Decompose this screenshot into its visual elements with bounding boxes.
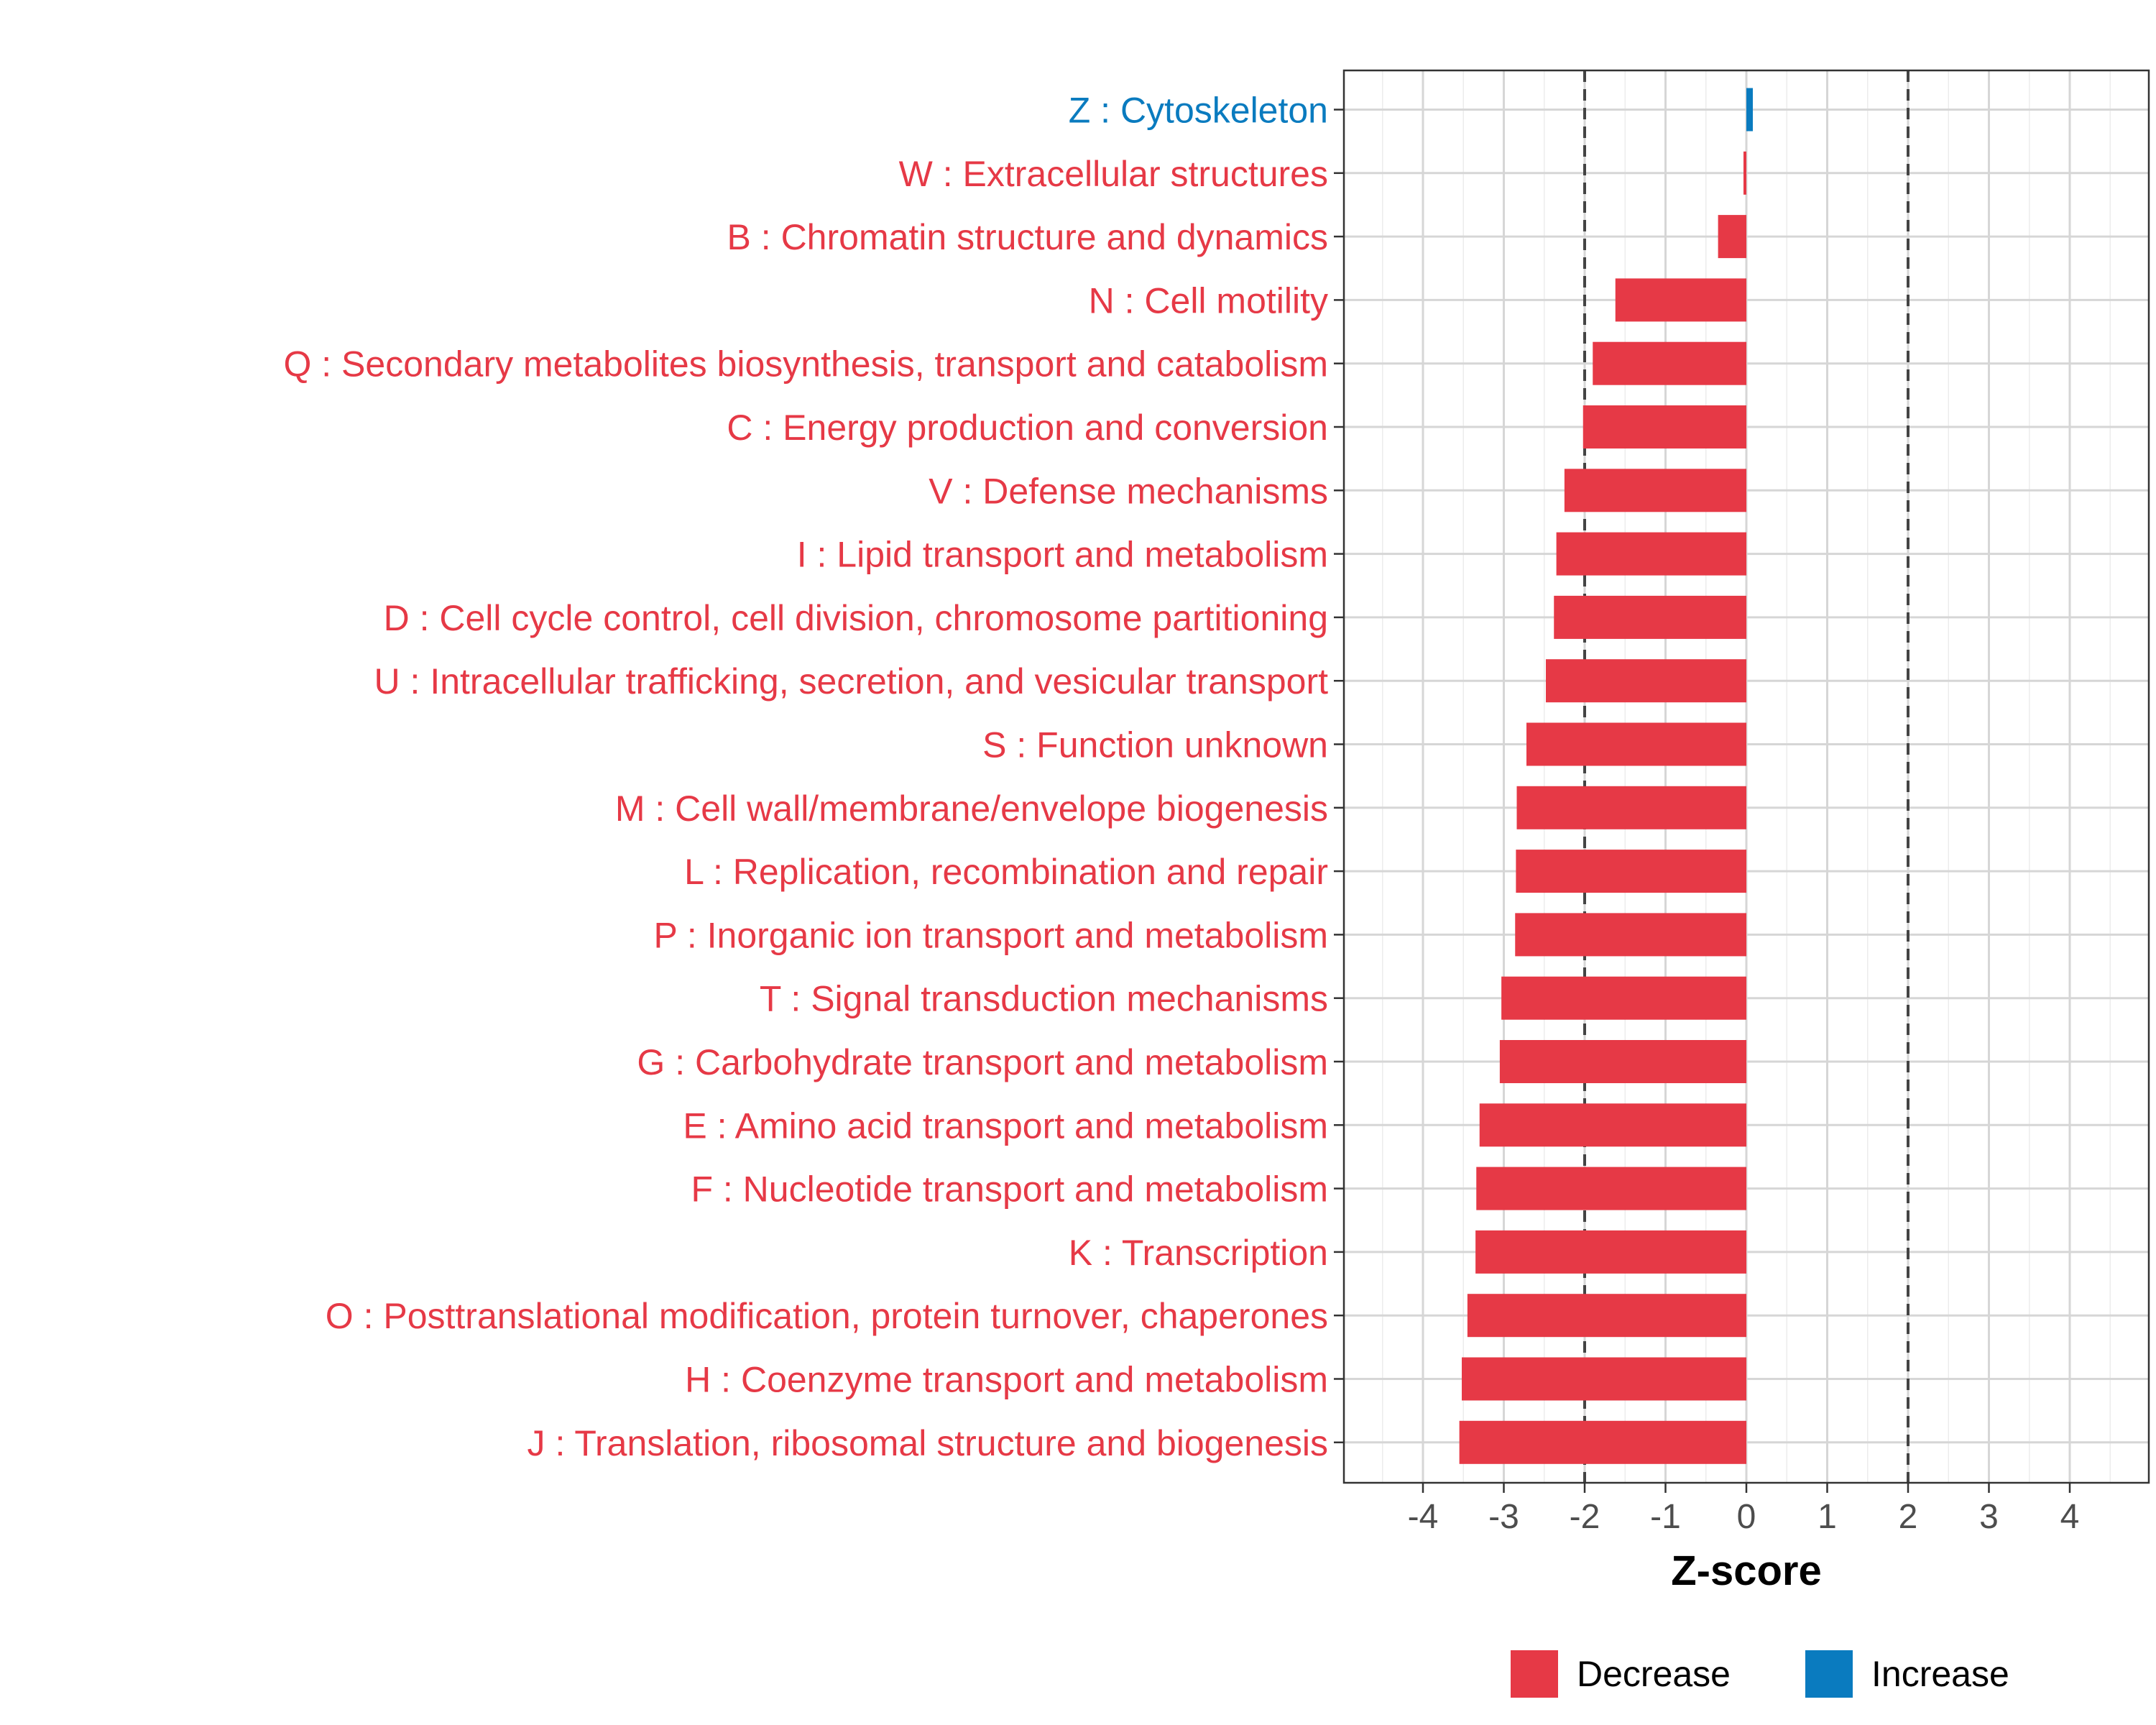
bar: [1746, 88, 1753, 132]
x-tick-label: -2: [1570, 1498, 1600, 1536]
category-label: M : Cell wall/membrane/envelope biogenes…: [615, 788, 1328, 829]
bars: [1459, 88, 1753, 1464]
x-tick-label: 4: [2060, 1498, 2080, 1536]
category-label: S : Function unknown: [982, 725, 1328, 765]
legend-label-increase: Increase: [1871, 1654, 2009, 1694]
bar: [1743, 151, 1746, 195]
category-label: I : Lipid transport and metabolism: [797, 535, 1328, 575]
category-label: T : Signal transduction mechanisms: [760, 979, 1328, 1019]
bar: [1476, 1167, 1746, 1210]
category-labels: Z : Cytoskeleton W : Extracellular struct…: [283, 91, 1328, 1463]
category-label: N : Cell motility: [1089, 280, 1328, 321]
bar: [1593, 341, 1746, 385]
x-tick-label: 2: [1899, 1498, 1918, 1536]
category-label: G : Carbohydrate transport and metabolis…: [637, 1042, 1328, 1082]
bar: [1564, 469, 1746, 512]
bar: [1501, 976, 1746, 1020]
x-tick-label: -4: [1408, 1498, 1439, 1536]
bar: [1499, 1040, 1746, 1083]
category-label: C : Energy production and conversion: [727, 408, 1328, 448]
category-label: F : Nucleotide transport and metabolism: [691, 1169, 1328, 1210]
bar: [1554, 595, 1746, 639]
bar: [1479, 1103, 1746, 1147]
x-tick-label: 1: [1818, 1498, 1837, 1536]
category-label: U : Intracellular trafficking, secretion…: [374, 661, 1329, 702]
legend: Decrease Increase: [1511, 1650, 2009, 1698]
category-label: E : Amino acid transport and metabolism: [683, 1105, 1328, 1146]
bar: [1515, 913, 1746, 957]
bar: [1462, 1357, 1746, 1401]
bar: [1459, 1420, 1746, 1464]
category-label: O : Posttranslational modification, prot…: [326, 1296, 1328, 1336]
x-axis-title: Z-score: [1671, 1547, 1822, 1594]
legend-label-decrease: Decrease: [1577, 1654, 1731, 1694]
category-label: L : Replication, recombination and repai…: [684, 852, 1328, 892]
x-tick-label: -3: [1488, 1498, 1519, 1536]
category-label: Z : Cytoskeleton: [1069, 91, 1328, 131]
bar: [1475, 1230, 1746, 1274]
legend-swatch-increase: [1805, 1650, 1853, 1698]
x-axis-ticks: -4 -3 -2 -1 0 1 2 3 4: [1408, 1483, 2080, 1536]
category-label: H : Coenzyme transport and metabolism: [685, 1360, 1328, 1400]
category-label: J : Translation, ribosomal structure and…: [528, 1423, 1328, 1463]
bar: [1718, 215, 1746, 259]
category-label: Q : Secondary metabolites biosynthesis, …: [283, 344, 1328, 385]
category-label: W : Extracellular structures: [899, 154, 1328, 194]
legend-swatch-decrease: [1511, 1650, 1558, 1698]
category-label: B : Chromatin structure and dynamics: [727, 217, 1328, 257]
bar: [1467, 1294, 1746, 1338]
x-tick-label: 3: [1979, 1498, 1999, 1536]
category-label: K : Transcription: [1069, 1233, 1328, 1273]
bar: [1516, 850, 1746, 893]
bar: [1556, 532, 1746, 576]
reference-lines: [1583, 70, 1909, 1483]
category-label: V : Defense mechanisms: [929, 471, 1328, 511]
bar: [1615, 278, 1746, 322]
y-axis-ticks: [1334, 109, 1344, 1444]
bar: [1546, 659, 1746, 703]
category-label: D : Cell cycle control, cell division, c…: [384, 598, 1328, 638]
x-tick-label: -1: [1650, 1498, 1681, 1536]
category-label: P : Inorganic ion transport and metaboli…: [654, 915, 1328, 955]
bar: [1516, 786, 1746, 829]
x-tick-label: 0: [1737, 1498, 1756, 1536]
bar: [1526, 722, 1746, 766]
bar: [1583, 405, 1746, 448]
